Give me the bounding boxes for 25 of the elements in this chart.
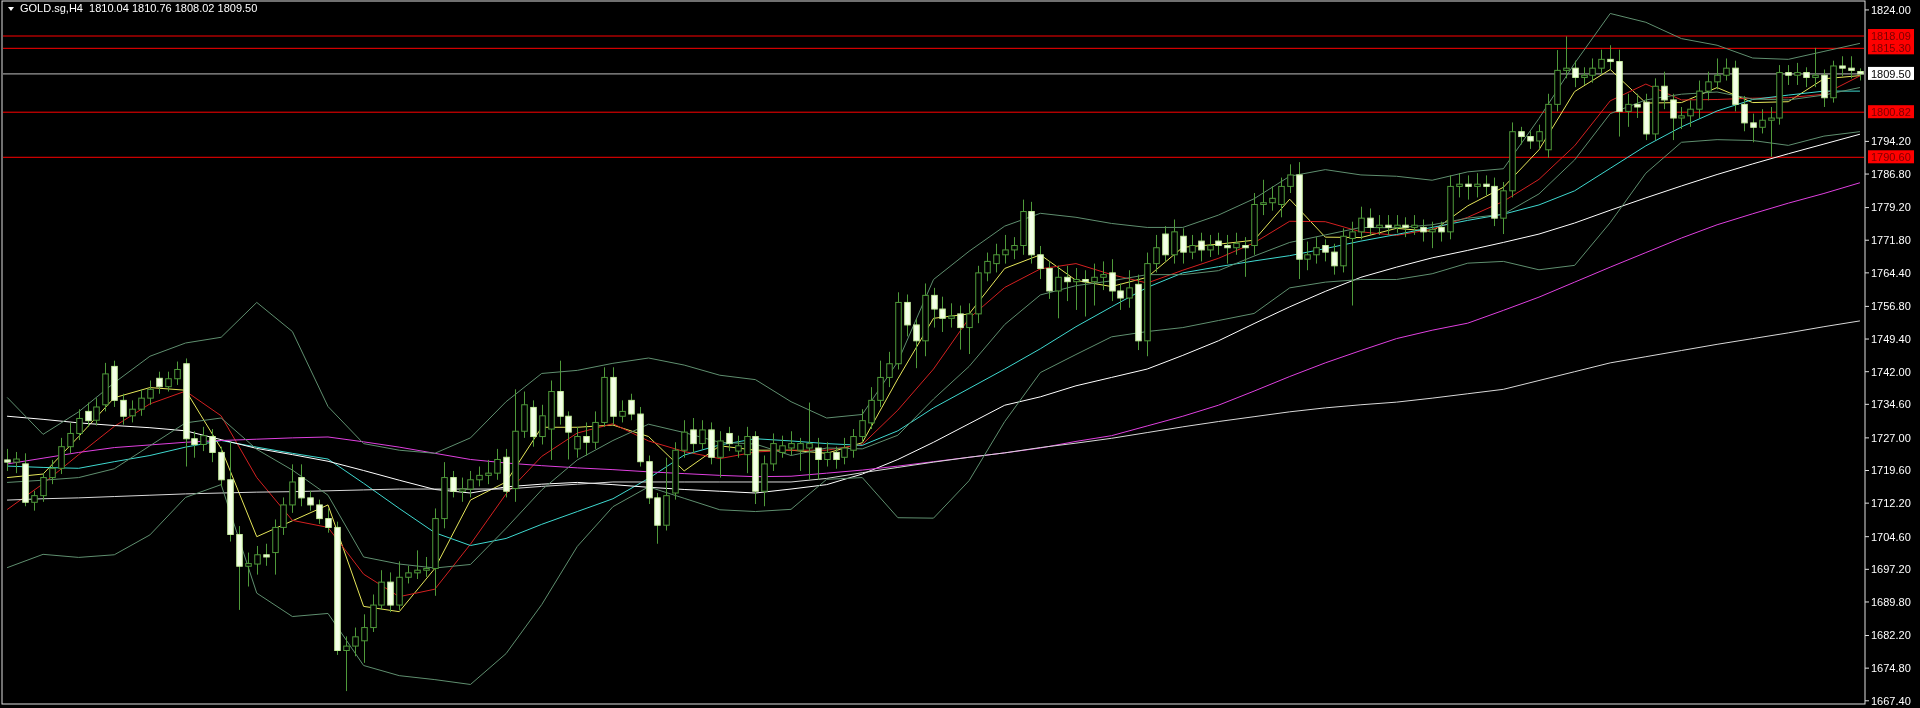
y-tick-label: 1704.60 bbox=[1871, 530, 1911, 543]
ref-line-label: 1790.60 bbox=[1871, 151, 1911, 164]
chart-title: GOLD.sg,H4 1810.04 1810.76 1808.02 1809.50 bbox=[20, 2, 258, 14]
ref-line-label: 1815.30 bbox=[1871, 42, 1911, 55]
y-tick-label: 1727.00 bbox=[1871, 431, 1911, 444]
y-tick-label: 1719.60 bbox=[1871, 464, 1911, 477]
y-tick-label: 1794.20 bbox=[1871, 135, 1911, 148]
y-tick-label: 1749.40 bbox=[1871, 332, 1911, 345]
y-tick-label: 1771.80 bbox=[1871, 234, 1911, 247]
y-tick-label: 1756.80 bbox=[1871, 300, 1911, 313]
y-tick-label: 1786.80 bbox=[1871, 167, 1911, 180]
y-tick-label: 1712.20 bbox=[1871, 497, 1911, 510]
y-tick-label: 1779.20 bbox=[1871, 201, 1911, 214]
y-tick-label: 1742.00 bbox=[1871, 365, 1911, 378]
y-tick-label: 1697.20 bbox=[1871, 563, 1911, 576]
ref-line-label: 1818.09 bbox=[1871, 29, 1911, 42]
ref-line-label: 1809.50 bbox=[1871, 67, 1911, 80]
y-tick-label: 1682.20 bbox=[1871, 629, 1911, 642]
y-tick-label: 1689.80 bbox=[1871, 595, 1911, 608]
ref-line-label: 1800.82 bbox=[1871, 106, 1911, 119]
y-tick-label: 1674.80 bbox=[1871, 662, 1911, 674]
y-tick-label: 1764.40 bbox=[1871, 266, 1911, 279]
y-tick-label: 1824.00 bbox=[1871, 3, 1911, 16]
y-tick-label: 1667.40 bbox=[1871, 694, 1911, 707]
y-tick-label: 1734.60 bbox=[1871, 398, 1911, 411]
